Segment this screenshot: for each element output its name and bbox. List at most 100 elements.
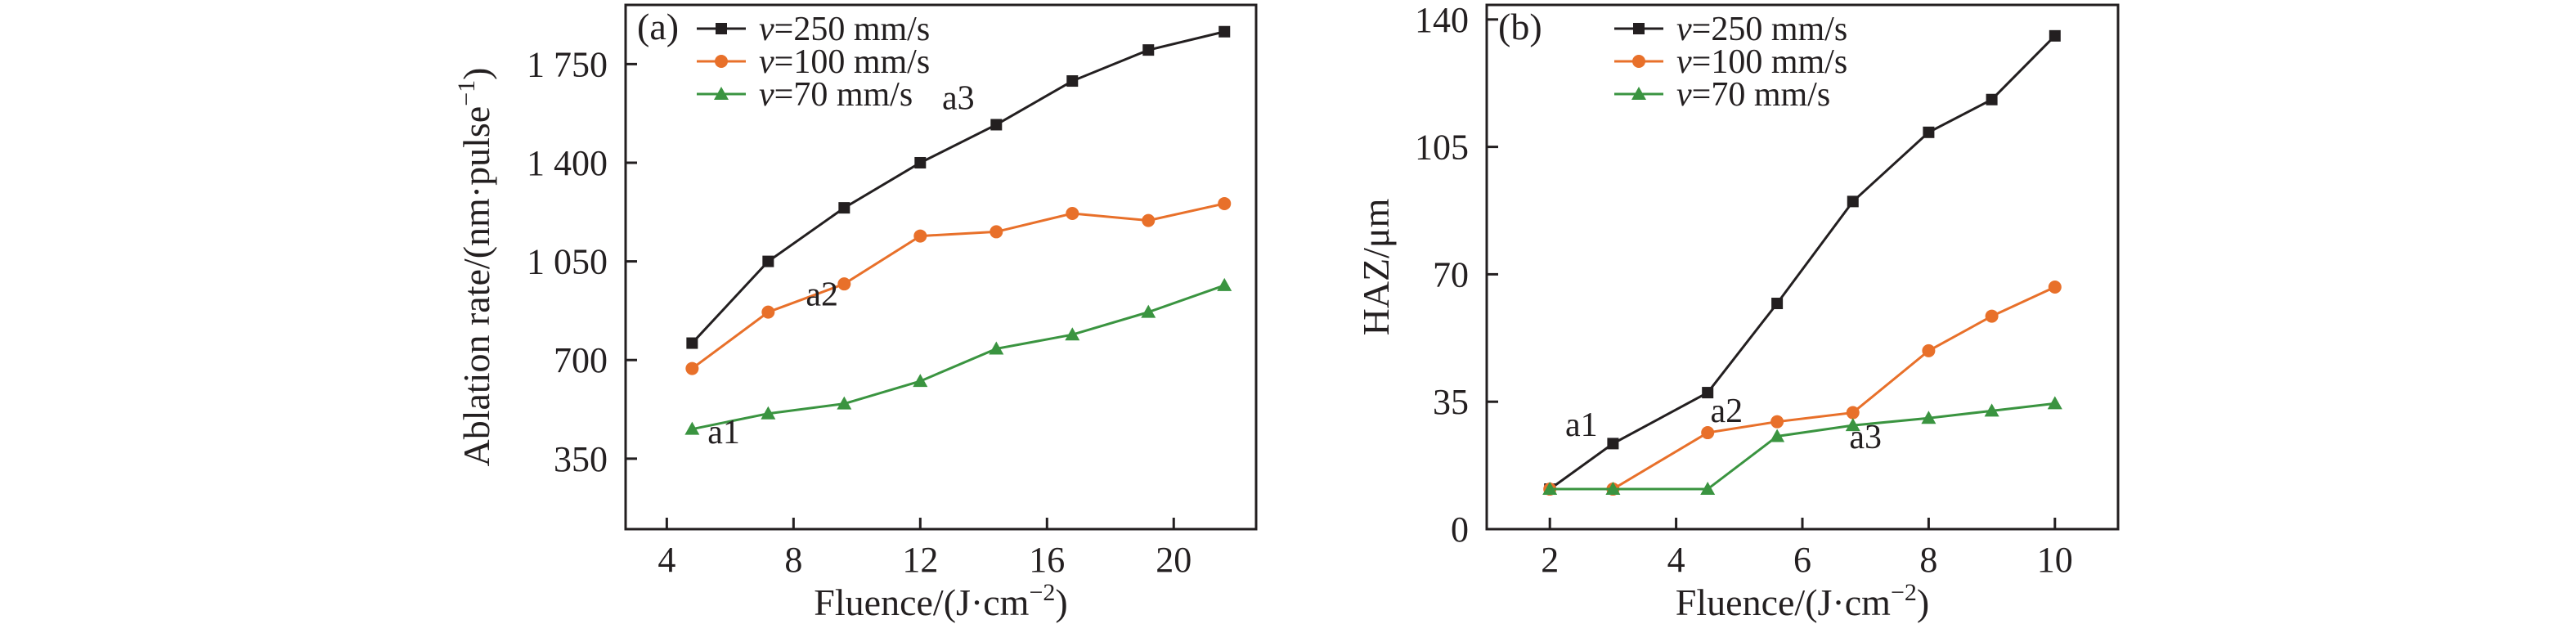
x-tick-label: 2 — [1541, 540, 1559, 580]
x-tick-label: 10 — [2037, 540, 2073, 580]
legend-value: =100 mm/s — [1692, 43, 1848, 81]
data-point — [686, 337, 698, 349]
data-point — [1142, 44, 1155, 56]
data-point — [762, 255, 774, 267]
x-tick-label: 8 — [1919, 540, 1937, 580]
x-axis-title-close: ) — [1055, 581, 1067, 623]
data-point — [1770, 429, 1785, 442]
y-tick-label: 105 — [1415, 128, 1469, 168]
y-axis-title-close: ) — [456, 68, 497, 80]
legend-marker — [716, 23, 727, 34]
series-line — [1550, 285, 2056, 491]
legend-value: =70 mm/s — [1692, 76, 1831, 114]
x-tick-label: 12 — [902, 540, 938, 580]
y-axis-title: HAZ/μm — [1355, 198, 1397, 335]
data-point — [1770, 415, 1784, 429]
legend-value: =250 mm/s — [774, 11, 931, 48]
series-circle — [685, 196, 1232, 375]
data-point — [1066, 207, 1079, 221]
legend-value: =250 mm/s — [1692, 11, 1848, 48]
x-axis-title-main: Fluence/(J·cm — [1676, 581, 1891, 623]
y-tick-label: 70 — [1433, 254, 1469, 294]
annotation-label: a2 — [1711, 393, 1744, 430]
legend-variable: v — [1676, 43, 1692, 81]
x-tick-label: 16 — [1029, 540, 1065, 580]
legend-label: v=70 mm/s — [1676, 76, 1830, 114]
legend-variable: v — [759, 43, 774, 81]
data-point — [1845, 418, 1860, 432]
data-point — [989, 341, 1004, 355]
data-point — [1218, 196, 1232, 210]
y-tick-label: 1 400 — [527, 143, 608, 183]
data-point — [837, 277, 851, 291]
annotation-label: a1 — [1565, 406, 1598, 444]
data-point — [684, 421, 700, 435]
legend-marker — [1632, 55, 1645, 68]
legend-entry: v=250 mm/s — [1614, 11, 1847, 48]
x-tick-label: 8 — [784, 540, 802, 580]
legend-label: v=70 mm/s — [759, 76, 913, 114]
data-point — [1847, 195, 1859, 208]
y-tick-label: 140 — [1415, 0, 1469, 40]
data-point — [1986, 93, 1998, 106]
data-point — [913, 229, 927, 243]
legend-value: =100 mm/s — [774, 43, 931, 81]
data-point — [1701, 426, 1715, 440]
x-axis-title-superscript: −2 — [1891, 579, 1917, 606]
series-line — [691, 30, 1225, 344]
legend-variable: v — [759, 76, 774, 114]
legend-label: v=250 mm/s — [1676, 11, 1847, 48]
y-tick-label: 35 — [1433, 382, 1469, 422]
panel-a-ablation-rate-chart: 4 8 12 16 20 350 700 1 050 1 400 1 750 Fluence/(J·… — [453, 3, 1258, 623]
series-line — [1550, 402, 2055, 491]
legend-marker — [715, 55, 728, 68]
annotation-label: a1 — [707, 414, 740, 451]
panel-b-haz-chart: 2 4 6 8 10 0 35 70 105 140 Fluence/(J·cm−2) HAZ/μm (… — [1355, 0, 2120, 623]
legend-entry: v=100 mm/s — [1614, 43, 1847, 81]
y-axis-title-main: HAZ/μm — [1355, 198, 1397, 335]
data-point — [1607, 438, 1619, 450]
legend-entry: v=70 mm/s — [1614, 76, 1830, 114]
data-point — [1771, 298, 1784, 310]
series-triangle — [684, 277, 1232, 435]
legend-variable: v — [1676, 76, 1692, 114]
legend-entry: v=100 mm/s — [697, 43, 930, 81]
x-tick-label: 20 — [1156, 540, 1192, 580]
data-point — [2048, 280, 2062, 294]
legend-marker — [1631, 87, 1646, 100]
data-point — [1142, 213, 1156, 227]
data-point — [1923, 126, 1935, 138]
data-point — [990, 225, 1003, 239]
data-point — [1066, 75, 1079, 88]
data-point — [1141, 304, 1156, 318]
data-point — [761, 305, 775, 319]
legend-label: v=100 mm/s — [1676, 43, 1847, 81]
x-tick-label: 6 — [1793, 540, 1811, 580]
data-point — [1217, 277, 1232, 291]
legend-variable: v — [1676, 11, 1692, 48]
data-point — [1921, 411, 1936, 424]
y-axis-title-main: Ablation rate/(nm·pulse — [456, 106, 497, 467]
legend-value: =70 mm/s — [774, 76, 913, 114]
data-point — [1846, 406, 1860, 420]
data-point — [1542, 482, 1558, 496]
data-point — [2049, 29, 2061, 42]
legend-variable: v — [759, 11, 774, 48]
data-point — [990, 119, 1003, 131]
series-triangle — [1542, 396, 2062, 496]
data-point — [1922, 343, 1936, 357]
data-point — [837, 396, 852, 410]
annotation-label: a2 — [806, 276, 838, 314]
legend-label: v=100 mm/s — [759, 43, 930, 81]
y-tick-label: 1 050 — [527, 242, 608, 282]
x-axis-title-close: ) — [1917, 581, 1929, 623]
data-point — [685, 361, 699, 375]
data-point — [1702, 387, 1714, 399]
annotation-label: a3 — [1849, 419, 1882, 456]
y-tick-label: 350 — [554, 439, 608, 479]
x-axis-title: Fluence/(J·cm−2) — [1676, 579, 1929, 623]
y-axis-title-superscript: −1 — [453, 80, 480, 106]
annotation-label: a3 — [942, 80, 975, 118]
y-tick-label: 0 — [1451, 510, 1469, 550]
